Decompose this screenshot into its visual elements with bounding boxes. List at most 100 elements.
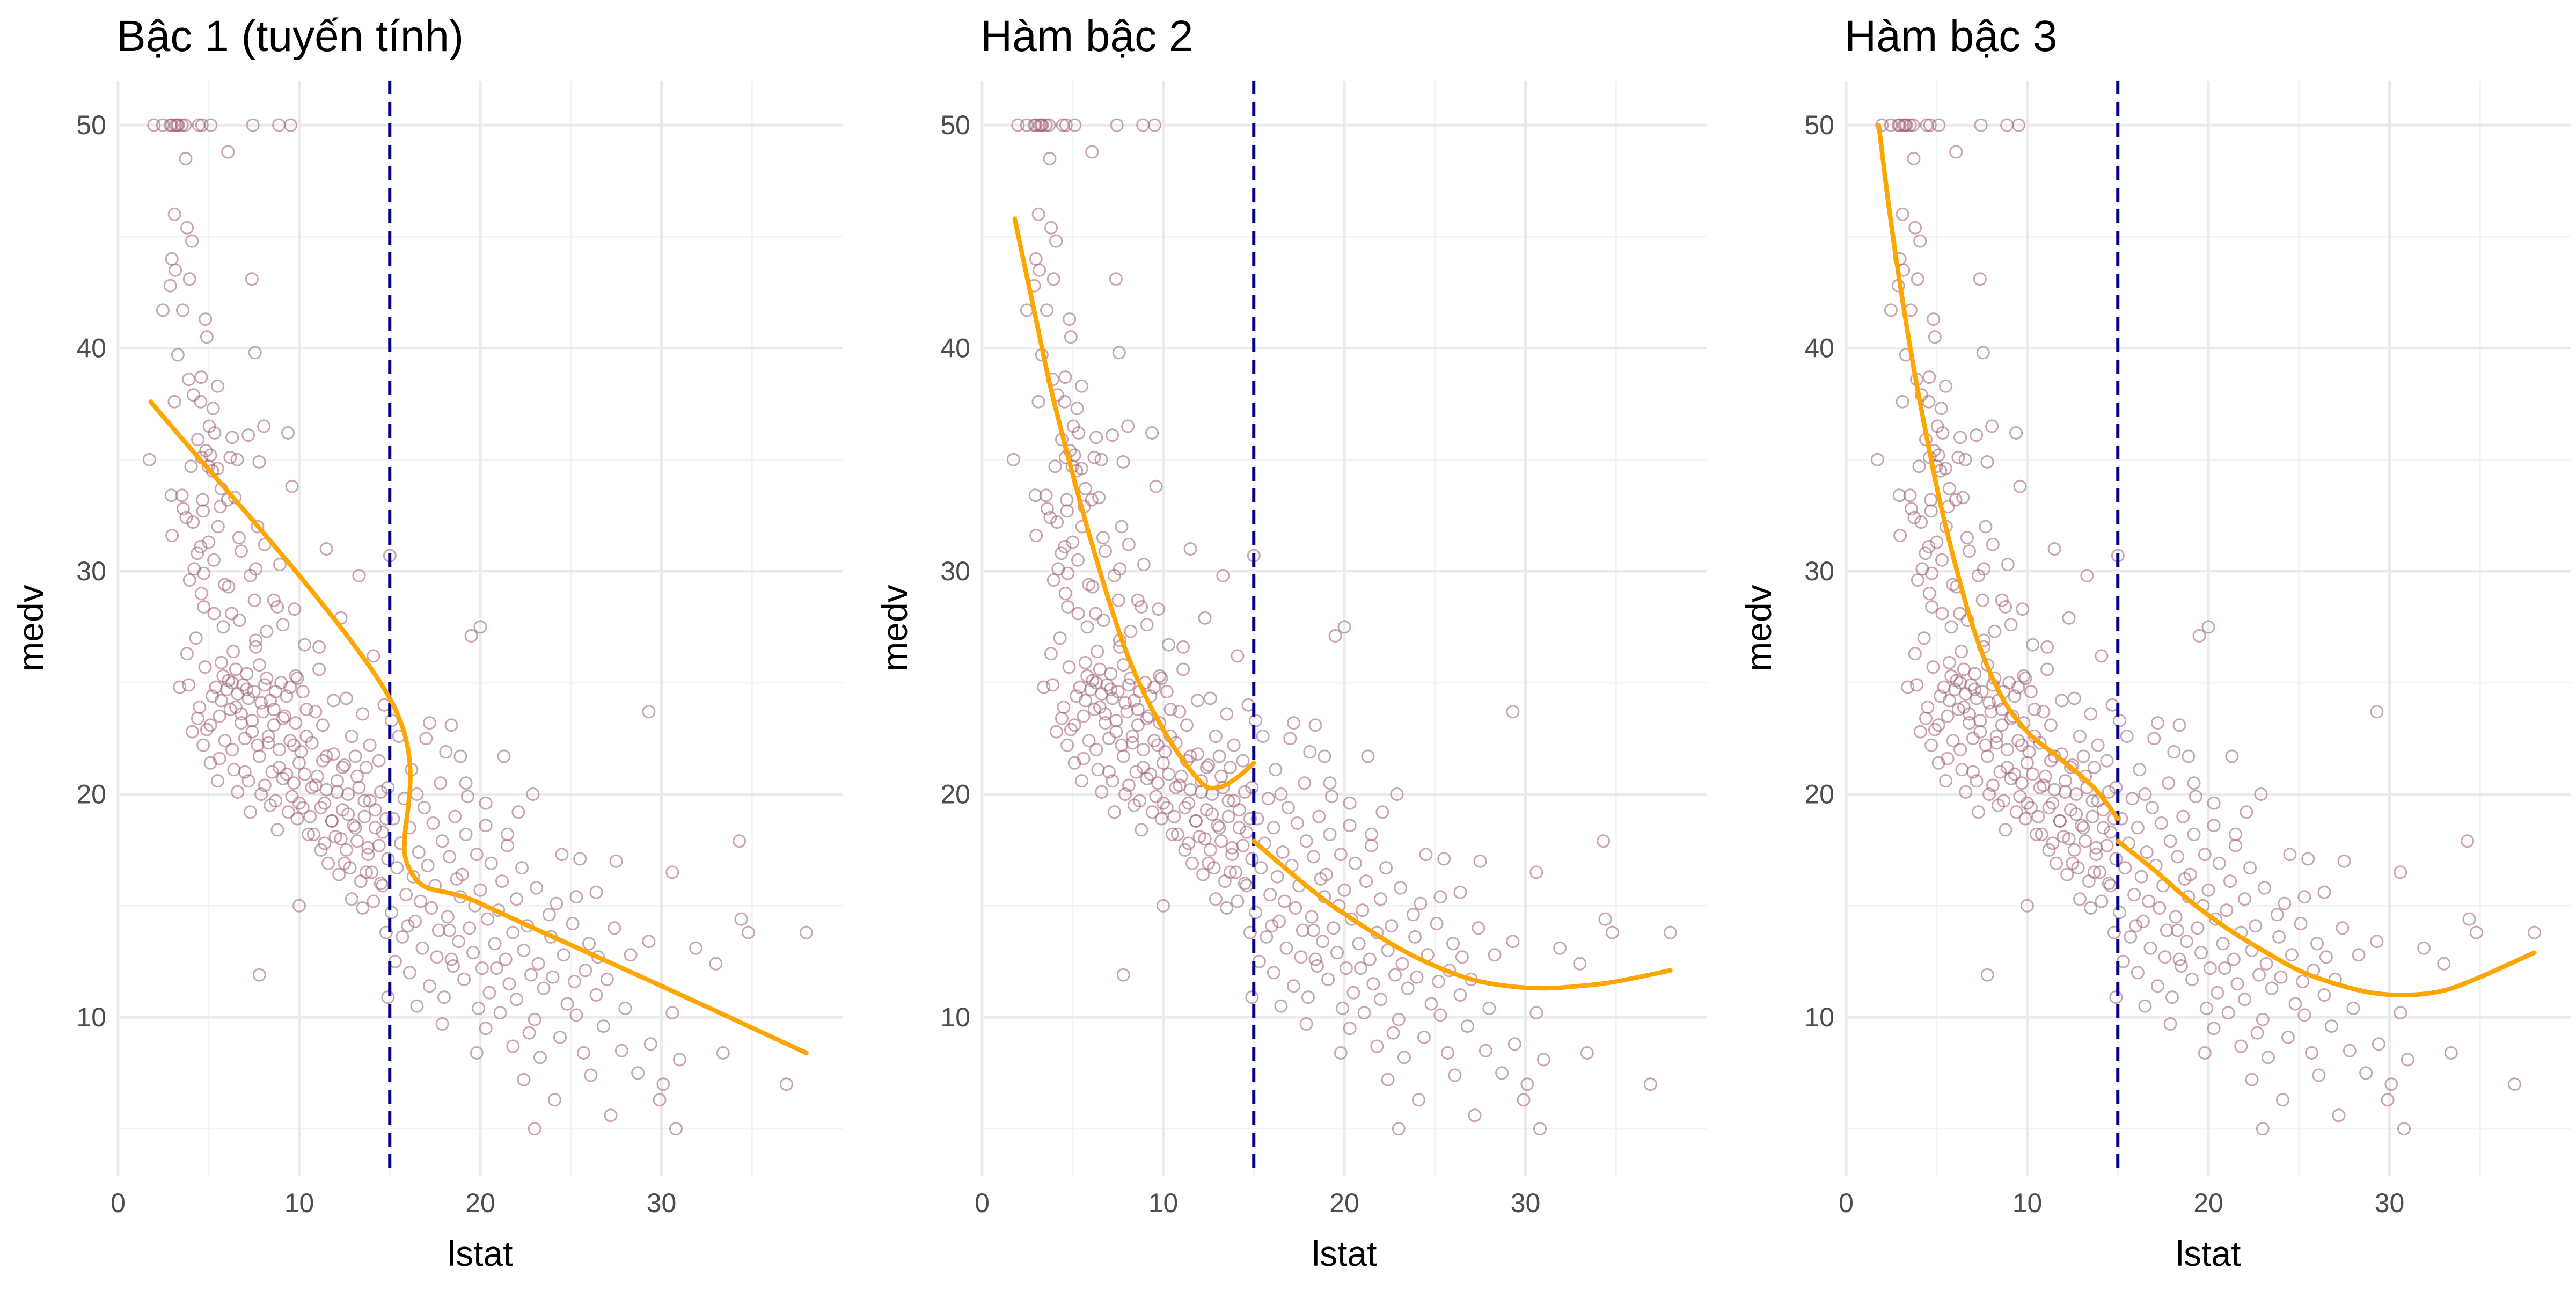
- data-point: [1109, 725, 1123, 739]
- data-point: [1999, 823, 2012, 837]
- data-point: [2227, 952, 2241, 966]
- data-point: [1343, 1022, 1357, 1035]
- data-point: [2444, 1046, 2458, 1060]
- data-point: [2462, 912, 2476, 926]
- data-point: [402, 966, 416, 980]
- data-point: [1075, 379, 1089, 393]
- data-point: [495, 874, 509, 888]
- data-point: [1971, 568, 1985, 582]
- data-point: [2337, 854, 2351, 868]
- data-point: [2071, 861, 2085, 875]
- data-point: [278, 709, 291, 723]
- data-point: [187, 562, 201, 576]
- data-point: [1106, 428, 1119, 442]
- data-point: [1124, 624, 1138, 638]
- data-point: [252, 749, 266, 763]
- data-point: [1323, 776, 1337, 790]
- data-point: [1975, 684, 1989, 698]
- data-point: [2167, 745, 2181, 759]
- data-point: [1901, 680, 1915, 694]
- data-point: [179, 510, 193, 524]
- data-point: [1094, 453, 1108, 466]
- data-point: [2254, 787, 2268, 801]
- data-point: [211, 520, 225, 534]
- data-point: [1236, 754, 1250, 768]
- data-point: [381, 852, 395, 866]
- data-point: [1424, 997, 1438, 1011]
- data-point: [1096, 614, 1110, 627]
- data-point: [460, 790, 474, 804]
- data-point: [2301, 852, 2315, 866]
- data-point: [472, 1001, 486, 1015]
- y-tick-label: 30: [940, 556, 970, 586]
- data-point: [1049, 234, 1063, 248]
- data-point: [1053, 631, 1067, 645]
- data-point: [2317, 885, 2331, 899]
- data-point: [374, 785, 387, 799]
- data-point: [1095, 785, 1109, 799]
- data-point: [2288, 997, 2302, 1011]
- data-point: [1071, 607, 1085, 621]
- data-point: [2069, 787, 2083, 801]
- data-point: [2050, 856, 2063, 870]
- data-point: [1374, 892, 1387, 906]
- data-point: [423, 716, 436, 730]
- data-point: [2002, 676, 2016, 690]
- data-point: [1162, 638, 1176, 652]
- data-point: [1960, 531, 1974, 545]
- data-point: [466, 946, 480, 959]
- data-point: [336, 803, 349, 817]
- data-point: [1307, 850, 1321, 864]
- data-point: [1533, 1122, 1547, 1136]
- data-point: [2401, 1053, 2414, 1067]
- data-point: [1934, 402, 1948, 415]
- data-point: [1298, 776, 1312, 790]
- data-point: [1031, 207, 1045, 221]
- data-point: [280, 767, 294, 781]
- data-point: [1912, 459, 1926, 473]
- data-point: [372, 838, 386, 852]
- y-tick-label: 50: [1804, 110, 1834, 140]
- data-point: [1932, 118, 1946, 132]
- data-point: [2198, 848, 2212, 862]
- data-point: [1225, 848, 1239, 862]
- data-point: [1365, 827, 1379, 841]
- data-point: [2154, 816, 2168, 830]
- data-point: [1941, 709, 1955, 723]
- data-point: [457, 972, 471, 986]
- data-point: [1936, 426, 1950, 440]
- data-point: [1370, 1039, 1384, 1053]
- data-point: [1107, 805, 1121, 819]
- data-point: [2285, 948, 2299, 962]
- data-point: [2042, 801, 2056, 814]
- data-point: [631, 1066, 645, 1080]
- data-point: [1301, 990, 1315, 1004]
- data-point: [1154, 812, 1168, 826]
- data-point: [1249, 906, 1263, 920]
- data-point: [1314, 872, 1328, 886]
- data-point: [2060, 867, 2074, 881]
- data-point: [1944, 620, 1958, 634]
- data-point: [2381, 1093, 2395, 1107]
- data-point: [2008, 767, 2022, 781]
- data-point: [1915, 562, 1929, 576]
- data-point: [2211, 986, 2224, 1000]
- data-point: [2234, 1039, 2248, 1053]
- data-point: [2011, 734, 2025, 748]
- data-point: [1089, 742, 1103, 756]
- data-point: [1029, 529, 1043, 543]
- data-point: [1200, 761, 1213, 775]
- data-point: [169, 263, 182, 277]
- data-point: [1160, 684, 1174, 698]
- data-point: [2304, 1046, 2318, 1060]
- fit-segment: [2116, 838, 2537, 997]
- data-point: [2084, 707, 2098, 721]
- data-point: [1245, 990, 1259, 1004]
- data-point: [1110, 118, 1124, 132]
- data-point: [1664, 925, 1677, 939]
- data-point: [354, 874, 368, 888]
- data-point: [1256, 730, 1270, 743]
- data-point: [385, 713, 399, 727]
- data-point: [256, 705, 270, 719]
